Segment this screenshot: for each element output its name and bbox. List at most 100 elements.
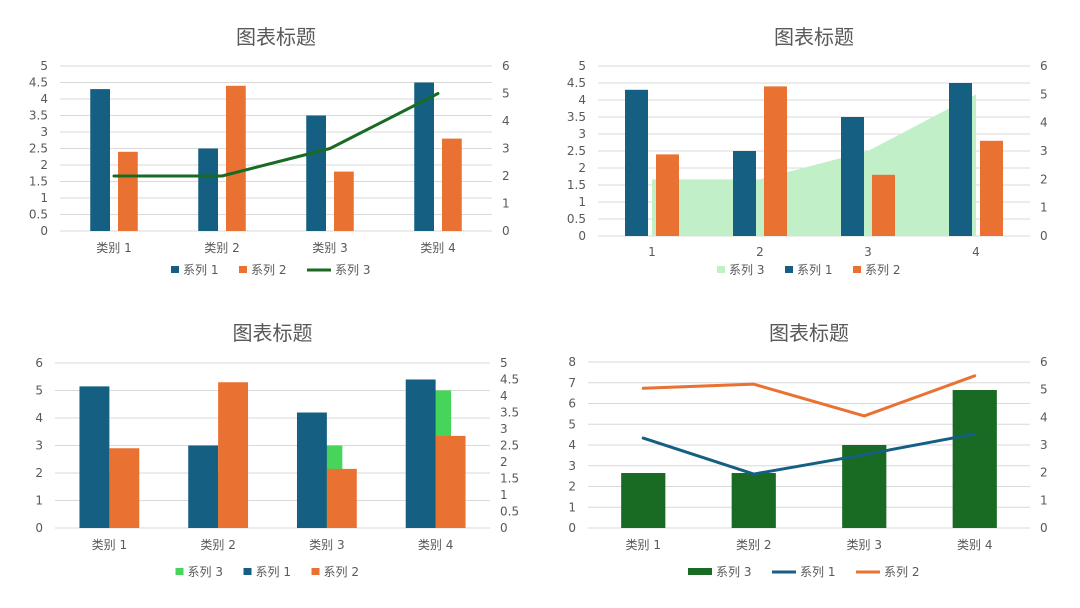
chart-4: 图表标题 0 1 2 3 4 5 6 7 8 0 1 2 3 4 5 6 类别 1 类别 2 类别 3 类别 4 系列 3… [568, 321, 1048, 579]
bar [625, 89, 648, 236]
series-line [641, 374, 977, 418]
legend-swatch [311, 568, 320, 575]
y-tick-label: 5 [578, 59, 586, 73]
chart-panel-1: 图表标题 0 0.5 1 1.5 2 2.5 3 3.5 4 4.5 5 0 1 2 3 4 5 6 类别 1 类别 2… [0, 0, 540, 304]
y2-tick-label: 1.5 [500, 472, 519, 486]
y-tick-label: 1 [578, 195, 586, 209]
y2-tick-label: 1 [500, 488, 508, 502]
legend-label: 系列 2 [324, 565, 359, 579]
y-tick-label: 0.5 [29, 208, 48, 222]
y2-tick-label: 5 [502, 87, 510, 101]
y2-tick-label: 4 [500, 389, 508, 403]
y-tick-label: 1 [35, 494, 43, 508]
chart-panel-2: 图表标题 0 0.5 1 1.5 2 2.5 3 3.5 4 4.5 5 0 1 2 3 4 5 6 1 2 3 4 系列 3… [540, 0, 1080, 304]
bar [118, 151, 138, 231]
bar [764, 86, 787, 237]
category-label: 类别 2 [736, 538, 771, 552]
y2-tick-label: 3 [500, 422, 508, 436]
y-tick-label: 1 [40, 191, 48, 205]
y-tick-label: 4 [568, 438, 576, 452]
y-tick-label: 6 [35, 356, 43, 370]
legend-swatch [243, 568, 252, 575]
y2-tick-label: 6 [1040, 355, 1048, 369]
chart-title: 图表标题 [774, 25, 854, 49]
legend-swatch [717, 266, 725, 273]
category-label: 类别 3 [312, 241, 347, 255]
chart-panel-3: 图表标题 0 1 2 3 4 5 6 0 0.5 1 1.5 2 2.5 3 3.5 4 4.5 5 类别 1 类别 2… [0, 304, 540, 608]
y-tick-label: 2 [40, 158, 48, 172]
y2-tick-label: 1 [1040, 201, 1048, 215]
bar [188, 445, 219, 528]
bar [414, 82, 434, 231]
y-tick-label: 1.5 [567, 178, 586, 192]
chart-3: 图表标题 0 1 2 3 4 5 6 0 0.5 1 1.5 2 2.5 3 3.5 4 4.5 5 类别 1 类别 2… [35, 321, 519, 579]
legend-label: 系列 3 [716, 565, 751, 579]
y2-tick-label: 4.5 [500, 373, 519, 387]
y2-tick-label: 5 [500, 356, 508, 370]
bar [226, 85, 246, 231]
y2-tick-label: 1 [1040, 493, 1048, 507]
category-label: 类别 3 [847, 538, 882, 552]
y-tick-label: 1.5 [29, 175, 48, 189]
category-label: 类别 4 [420, 241, 455, 255]
y-tick-label: 2.5 [567, 144, 586, 158]
category-label: 类别 2 [204, 241, 239, 255]
bar [952, 390, 997, 528]
y2-tick-label: 1 [502, 197, 510, 211]
legend-label: 系列 3 [729, 263, 764, 277]
legend-swatch [239, 266, 247, 273]
y2-tick-label: 0 [1040, 521, 1048, 535]
y-tick-label: 7 [568, 376, 576, 390]
y-tick-label: 3 [578, 127, 586, 141]
series-line [112, 92, 440, 178]
y2-tick-label: 4 [502, 114, 510, 128]
y2-tick-label: 4 [1040, 116, 1048, 130]
bar [296, 412, 327, 528]
legend-label: 系列 3 [188, 565, 223, 579]
legend-label: 系列 2 [251, 263, 286, 277]
chart-panel-4: 图表标题 0 1 2 3 4 5 6 7 8 0 1 2 3 4 5 6 类别 1 类别 2 类别 3 类别 4 系列 3… [540, 304, 1080, 608]
legend-label: 系列 1 [256, 565, 291, 579]
y2-tick-label: 3 [1040, 144, 1048, 158]
y2-tick-label: 5 [1040, 383, 1048, 397]
y-tick-label: 4 [35, 411, 43, 425]
bar [79, 386, 110, 528]
y2-tick-label: 4 [1040, 410, 1048, 424]
y2-tick-label: 3 [1040, 438, 1048, 452]
y-tick-label: 8 [568, 355, 576, 369]
bar [326, 468, 357, 528]
legend-label: 系列 1 [800, 565, 835, 579]
bar [842, 445, 887, 528]
y-tick-label: 2 [578, 161, 586, 175]
legend-swatch [785, 266, 793, 273]
legend-label: 系列 2 [865, 263, 900, 277]
y-tick-label: 2 [568, 480, 576, 494]
y-tick-label: 5 [35, 384, 43, 398]
chart-title: 图表标题 [236, 25, 316, 49]
y-tick-label: 0 [35, 521, 43, 535]
bar [621, 473, 666, 528]
y-tick-label: 5 [568, 417, 576, 431]
y-tick-label: 0 [568, 521, 576, 535]
category-label: 2 [756, 245, 764, 259]
bar [90, 89, 110, 231]
bar [442, 138, 462, 231]
bar [198, 148, 218, 231]
category-label: 类别 4 [957, 538, 992, 552]
y2-tick-label: 5 [1040, 87, 1048, 101]
y2-tick-label: 3.5 [500, 406, 519, 420]
legend-label: 系列 3 [335, 263, 370, 277]
category-label: 1 [648, 245, 656, 259]
bar [656, 154, 679, 236]
bar [218, 382, 249, 528]
category-label: 类别 3 [309, 538, 344, 552]
bar [733, 151, 756, 236]
legend-swatch [688, 568, 712, 575]
y2-tick-label: 6 [502, 59, 510, 73]
category-label: 类别 4 [418, 538, 453, 552]
bar [841, 117, 864, 236]
y-tick-label: 4.5 [29, 76, 48, 90]
chart-title: 图表标题 [769, 321, 849, 345]
y-tick-label: 1 [568, 500, 576, 514]
y-tick-label: 3.5 [29, 109, 48, 123]
